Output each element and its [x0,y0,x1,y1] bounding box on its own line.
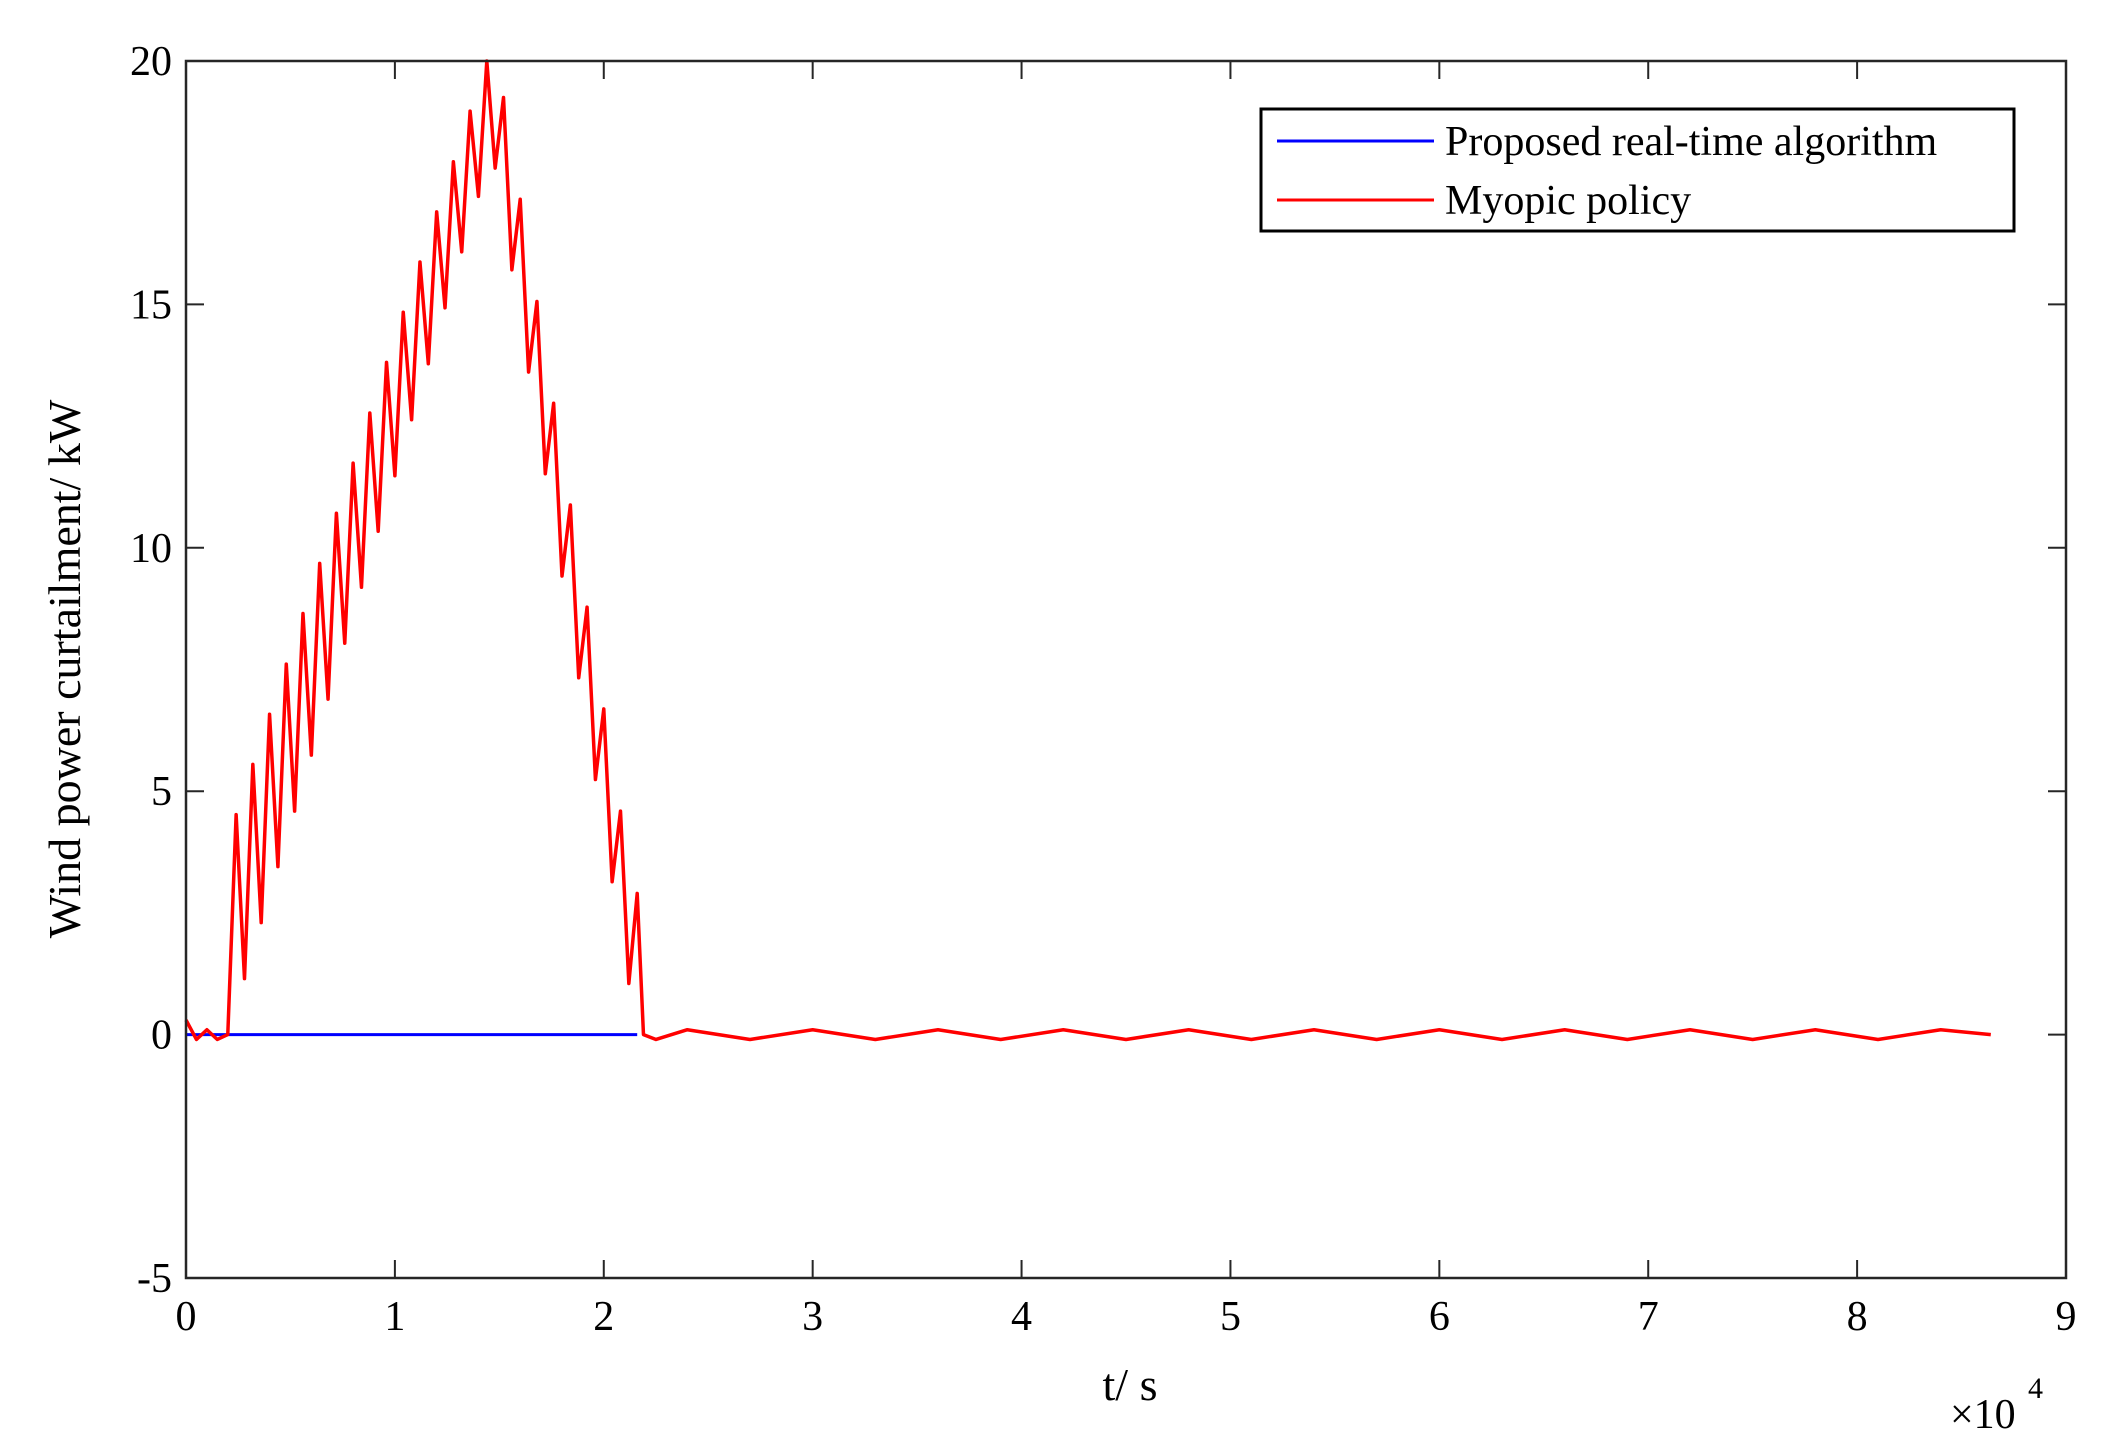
legend-label: Proposed real-time algorithm [1445,119,1938,165]
x-tick-label: 5 [1220,1294,1241,1340]
y-tick-label: 10 [130,526,172,572]
x-tick-label: 1 [384,1294,405,1340]
series-line [184,59,1991,1042]
x-tick-label: 6 [1429,1294,1450,1340]
x-multiplier: ×10 [1950,1392,2016,1438]
legend-box [1259,107,2016,233]
x-tick-label: 8 [1847,1294,1868,1340]
x-tick-label: 3 [802,1294,823,1340]
x-tick-label: 9 [2056,1294,2077,1340]
x-tick-label: 2 [593,1294,614,1340]
y-tick-label: 5 [151,769,172,815]
y-tick-label: 0 [151,1013,172,1059]
y-axis-label: Wind power curtailment/ kW [39,399,90,938]
legend-label: Myopic policy [1445,178,1691,224]
x-axis-label: t/ s [1103,1359,1158,1410]
x-tick-label: 0 [176,1294,197,1340]
y-tick-label: 20 [130,39,172,85]
y-tick-label: 15 [130,282,172,328]
x-tick-label: 4 [1011,1294,1032,1340]
y-tick-label: -5 [137,1256,172,1302]
x-tick-label: 7 [1638,1294,1659,1340]
plot-frame [184,59,2068,1280]
x-multiplier-exponent: 4 [2028,1372,2043,1405]
